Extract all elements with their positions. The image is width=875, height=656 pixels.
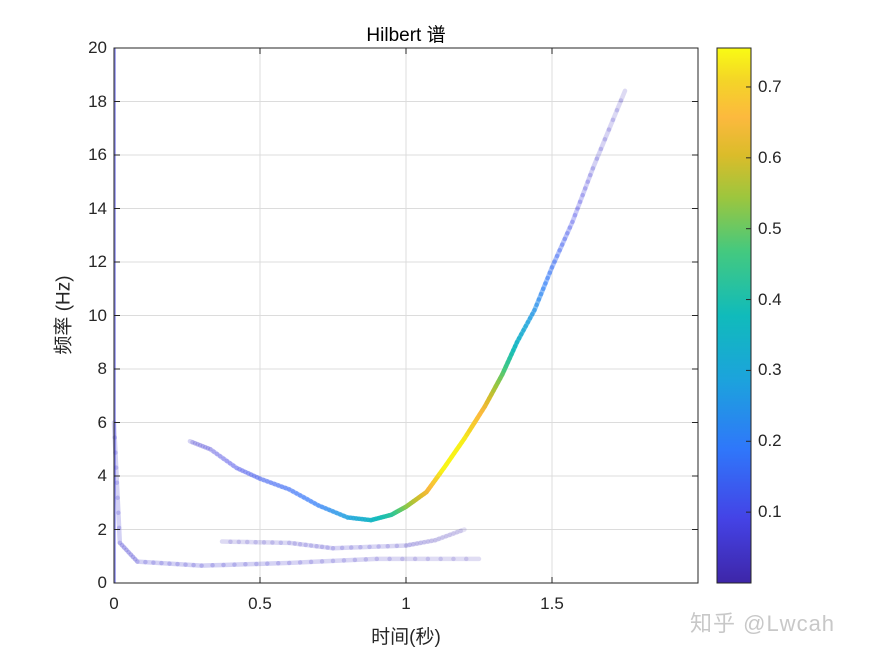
x-tick-label: 1	[401, 594, 411, 613]
y-tick-label: 14	[88, 198, 107, 218]
y-tick-label: 8	[97, 359, 107, 378]
colorbar-tick-label: 0.2	[758, 431, 782, 451]
colorbar-tick-label: 0.4	[758, 289, 782, 309]
y-tick-label: 0	[97, 573, 107, 592]
colorbar-ticks	[746, 86, 751, 513]
colorbar-tick-label: 0.1	[758, 502, 782, 522]
x-tick-label: 0	[109, 594, 119, 613]
colorbar-tick-label: 0.6	[758, 147, 782, 167]
y-tick-label: 2	[97, 519, 107, 539]
chart-title: Hilbert 谱	[366, 25, 446, 46]
colorbar-tick-label: 0.7	[758, 76, 782, 96]
x-tick-label: 1.5	[540, 594, 564, 613]
x-axis-label: 时间(秒)	[371, 627, 441, 648]
y-tick-label: 12	[88, 252, 107, 271]
y-tick-label: 4	[97, 466, 107, 485]
colorbar-tick-label: 0.3	[758, 360, 782, 380]
grid-lines	[114, 48, 698, 583]
frequency-curves	[111, 48, 628, 583]
y-tick-label: 20	[88, 38, 107, 57]
y-tick-label: 10	[88, 305, 107, 325]
colorbar-tick-label: 0.5	[758, 218, 782, 238]
colorbar	[716, 47, 752, 584]
y-tick-label: 18	[88, 91, 107, 111]
y-tick-label: 16	[88, 145, 107, 164]
axis-ticks	[113, 47, 698, 584]
y-tick-label: 6	[97, 412, 107, 432]
watermark: 知乎 @Lwcah	[690, 611, 836, 636]
x-tick-label: 0.5	[248, 594, 272, 613]
